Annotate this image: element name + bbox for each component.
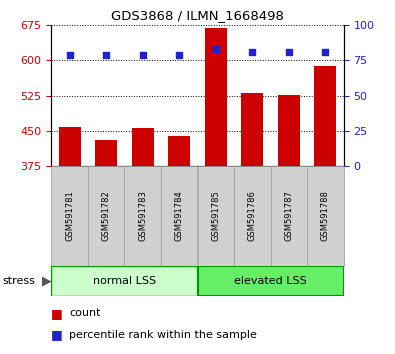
Bar [278,95,300,166]
Bar [198,266,344,296]
Bar [59,127,81,166]
Text: GDS3868 / ILMN_1668498: GDS3868 / ILMN_1668498 [111,9,284,22]
Bar [271,166,307,266]
Text: stress: stress [2,275,35,286]
Text: ■: ■ [51,307,63,320]
Bar [198,166,234,266]
Text: normal LSS: normal LSS [93,275,156,286]
Text: GSM591782: GSM591782 [102,190,111,241]
Bar [88,166,124,266]
Text: GSM591783: GSM591783 [138,190,147,241]
Bar [51,266,198,296]
Bar [314,66,336,166]
Bar [95,141,117,166]
Text: GSM591787: GSM591787 [284,190,293,241]
Text: count: count [69,308,101,318]
Point [103,52,109,57]
Point [286,49,292,55]
Bar [168,136,190,166]
Bar [132,128,154,166]
Point [213,46,219,52]
Bar [51,166,88,266]
Point [139,52,146,57]
Text: GSM591786: GSM591786 [248,190,257,241]
Text: GSM591781: GSM591781 [65,190,74,241]
Point [322,49,329,55]
Point [176,52,182,57]
Text: ■: ■ [51,328,63,341]
Point [66,52,73,57]
Text: GSM591784: GSM591784 [175,190,184,241]
Text: percentile rank within the sample: percentile rank within the sample [69,330,257,339]
Bar [307,166,344,266]
Bar [205,28,227,166]
Bar [124,166,161,266]
Bar [161,166,198,266]
Text: GSM591788: GSM591788 [321,190,330,241]
Text: GSM591785: GSM591785 [211,190,220,241]
Text: ▶: ▶ [42,274,51,287]
Point [249,49,256,55]
Bar [234,166,271,266]
Bar [241,93,263,166]
Text: elevated LSS: elevated LSS [234,275,307,286]
